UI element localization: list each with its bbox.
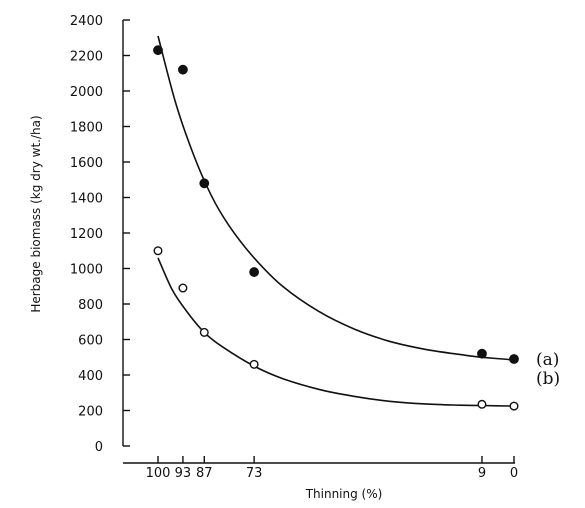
- data-point-b: [509, 401, 519, 411]
- y-axis-title: Herbage biomass (kg dry wt./ha): [29, 115, 43, 312]
- data-point-b: [477, 399, 487, 409]
- y-tick-label: 400: [78, 369, 103, 384]
- y-tick-label: 200: [78, 405, 103, 420]
- data-point-b: [153, 246, 163, 256]
- y-tick-label: 1400: [70, 192, 103, 207]
- fit-curve-a: [157, 35, 515, 361]
- data-point-a: [153, 45, 163, 56]
- y-tick-label: 1600: [70, 156, 103, 171]
- y-tick-label: 1200: [70, 227, 103, 242]
- data-point-a: [509, 354, 519, 364]
- y-axis: 0 200 400 600 800 1000 1200 1400 1600 1800 2000 220…: [70, 14, 130, 455]
- data-point-b: [199, 327, 209, 337]
- x-tick-label: 0: [510, 466, 518, 481]
- x-tick-label: 93: [175, 466, 192, 481]
- x-axis-title: Thinning (%): [305, 487, 383, 501]
- data-point-b: [178, 283, 188, 293]
- y-tick-label: 600: [78, 334, 103, 349]
- data-point-a: [178, 64, 188, 75]
- series-label-b: (b): [536, 369, 560, 389]
- data-point-a: [249, 267, 260, 277]
- data-points: [153, 45, 519, 411]
- x-tick-label: 100: [146, 466, 171, 481]
- series-tags: (a)(b): [536, 350, 560, 389]
- y-tick-label: 2400: [70, 14, 103, 29]
- y-tick-label: 1000: [70, 263, 103, 278]
- data-point-b: [249, 359, 259, 369]
- data-point-a: [199, 178, 210, 189]
- series-label-a: (a): [536, 350, 559, 370]
- data-point-a: [477, 348, 487, 359]
- fit-curve-b: [157, 257, 515, 407]
- x-axis: 100 93 87 73 9 0: [123, 456, 518, 481]
- x-tick-label: 73: [246, 466, 263, 481]
- y-tick-label: 2200: [70, 50, 103, 65]
- y-tick-label: 0: [95, 440, 103, 455]
- y-tick-label: 2000: [70, 85, 103, 100]
- x-tick-label: 9: [478, 466, 486, 481]
- x-tick-label: 87: [196, 466, 213, 481]
- y-tick-label: 1800: [70, 121, 103, 136]
- y-tick-label: 800: [78, 298, 103, 313]
- fit-curves: [157, 35, 515, 407]
